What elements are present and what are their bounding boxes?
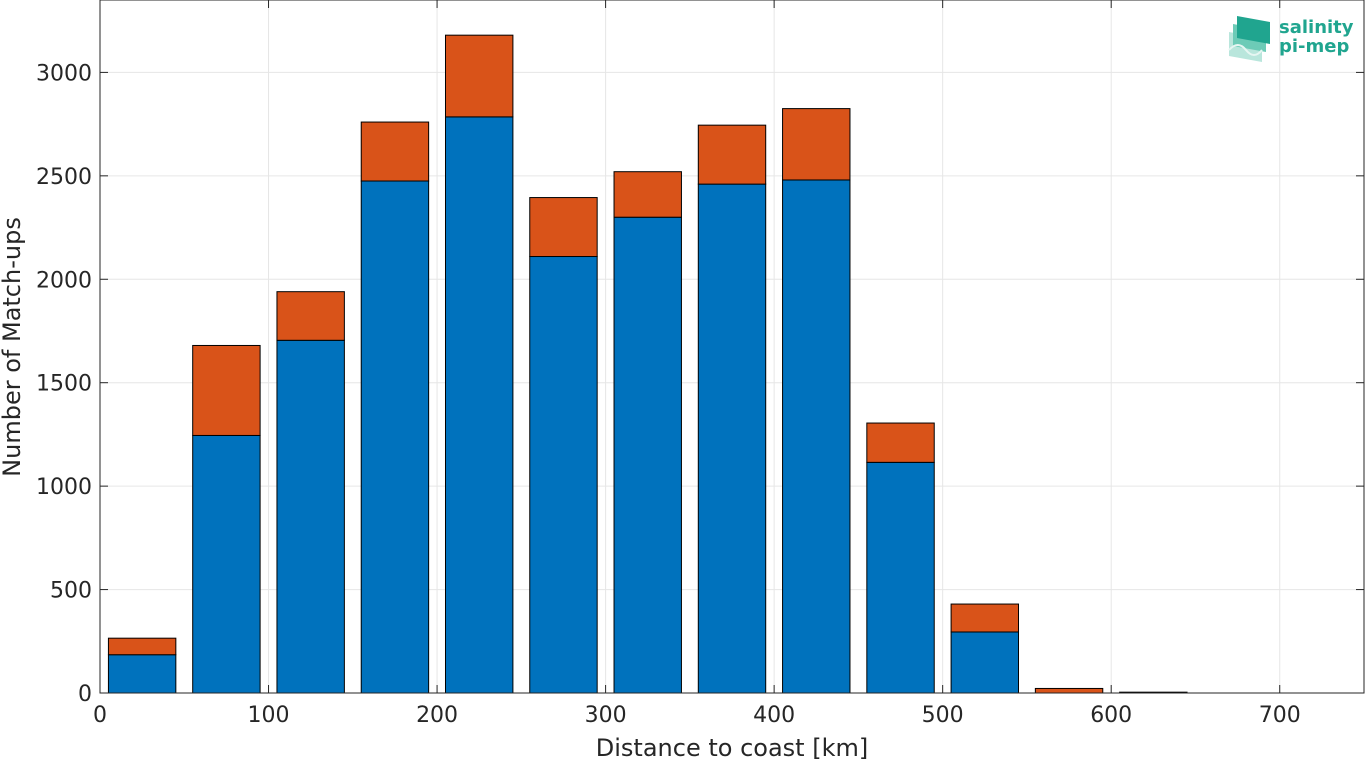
- bar-segment-series-2: [697, 124, 767, 185]
- bar-segment-series-1: [276, 339, 345, 694]
- y-tick-label: 1000: [36, 475, 92, 500]
- y-tick-label: 1500: [36, 372, 92, 397]
- y-tick-label: 2500: [36, 165, 92, 190]
- bar-segment-series-2: [529, 197, 598, 258]
- axis-ticks: 0 100 200 300 400 500 600 700 0 500 1000 1500 2000 25…: [36, 0, 1364, 728]
- bars: [107, 34, 1188, 694]
- y-axis-label: Number of Match-ups: [0, 217, 26, 477]
- bar-segment-series-2: [866, 422, 935, 463]
- bar-segment-series-1: [697, 183, 767, 694]
- bar-segment-series-2: [360, 121, 430, 182]
- bar-segment-series-2: [950, 603, 1020, 633]
- bar-segment-series-1: [444, 116, 514, 694]
- x-tick-label: 500: [922, 703, 964, 728]
- plot-frame: [99, 0, 1365, 694]
- x-tick-label: 700: [1259, 703, 1301, 728]
- y-tick-label: 0: [78, 682, 92, 707]
- bar-segment-series-1: [866, 461, 935, 694]
- x-tick-label: 100: [248, 703, 290, 728]
- x-tick-label: 200: [416, 703, 458, 728]
- x-tick-label: 400: [753, 703, 795, 728]
- bar-segment-series-1: [950, 631, 1020, 694]
- x-tick-label: 600: [1090, 703, 1132, 728]
- x-tick-label: 300: [585, 703, 627, 728]
- y-tick-label: 3000: [36, 61, 92, 86]
- bar-segment-series-1: [613, 216, 682, 694]
- bar-segment-series-2: [1034, 687, 1104, 694]
- logo-text-pi-mep: pi-mep: [1279, 36, 1349, 57]
- bar-segment-series-2: [107, 637, 177, 656]
- bar-segment-series-2: [444, 34, 514, 118]
- y-tick-label: 500: [50, 579, 92, 604]
- bar-segment-series-1: [529, 256, 598, 694]
- bar-segment-series-2: [276, 291, 345, 341]
- bar-segment-series-1: [782, 179, 851, 694]
- x-axis-label: Distance to coast [km]: [596, 734, 868, 761]
- bar-segment-series-2: [192, 344, 261, 436]
- salinity-pi-mep-logo: salinity pi-mep: [1228, 16, 1354, 62]
- logo-text-salinity: salinity: [1279, 17, 1354, 38]
- bar-segment-series-2: [613, 171, 682, 218]
- x-tick-label: 0: [93, 703, 107, 728]
- y-tick-label: 2000: [36, 268, 92, 293]
- bar-segment-series-1: [360, 180, 430, 694]
- bar-segment-series-1: [107, 654, 177, 694]
- bar-segment-series-2: [782, 108, 851, 181]
- bar-segment-series-1: [192, 434, 261, 694]
- wave-layers-icon: [1228, 16, 1270, 62]
